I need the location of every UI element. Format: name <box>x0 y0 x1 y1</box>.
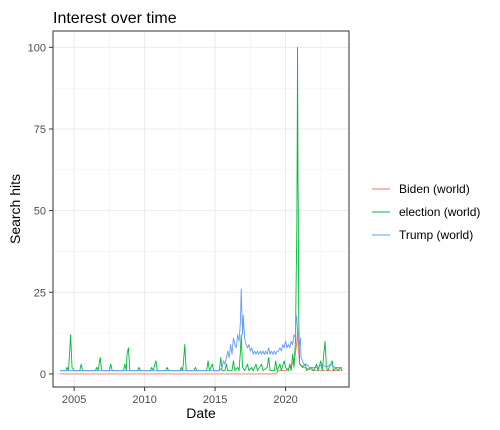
y-tick-label: 100 <box>28 42 46 54</box>
x-tick-label: 2005 <box>62 394 86 406</box>
chart-title: Interest over time <box>53 10 177 27</box>
series-lines <box>60 46 343 375</box>
legend-label-election-world: election (world) <box>399 205 480 219</box>
y-tick-label: 25 <box>34 287 46 299</box>
x-tick-label: 2010 <box>132 394 156 406</box>
y-tick-label: 75 <box>34 124 46 136</box>
axes: 2005 2010 2015 2020 0 25 50 75 100 <box>28 42 298 406</box>
legend: Biden (world) election (world) Trump (worl… <box>372 182 480 242</box>
legend-label-trump-world: Trump (world) <box>399 228 473 242</box>
plot-border <box>52 30 350 388</box>
x-axis-title: Date <box>186 405 216 421</box>
y-tick-label: 50 <box>34 206 46 218</box>
plot-panel <box>53 31 349 387</box>
x-tick-label: 2015 <box>203 394 227 406</box>
y-tick-label: 0 <box>40 369 46 381</box>
legend-label-biden-world: Biden (world) <box>399 182 470 196</box>
series-line-trump-world <box>60 288 342 372</box>
y-axis-title: Search hits <box>7 174 23 244</box>
x-tick-label: 2020 <box>273 394 297 406</box>
